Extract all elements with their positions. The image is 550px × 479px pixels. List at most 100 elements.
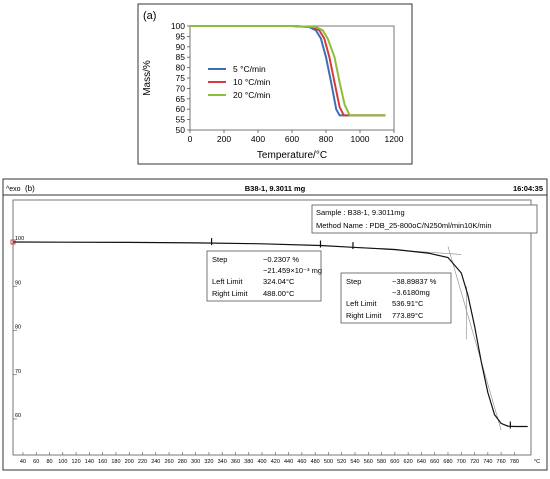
- b-x-tick-label-17: 380: [244, 459, 253, 465]
- b-x-tick-label-34: 720: [470, 459, 479, 465]
- b-x-tick-label-14: 320: [204, 459, 213, 465]
- b-x-tick-label-24: 520: [337, 459, 346, 465]
- b-x-tick-label-33: 700: [457, 459, 466, 465]
- step1-left-value: 324.04°C: [263, 277, 295, 286]
- a-y-tick-label-1: 55: [176, 115, 186, 125]
- panel-a-y-label: Mass/%: [142, 60, 153, 96]
- a-x-tick-label-1: 200: [217, 134, 231, 144]
- panel-b: ^exo (b) B38-1, 9.3011 mg 16:04:35 Sampl…: [2, 178, 548, 471]
- b-x-tick-label-21: 460: [297, 459, 306, 465]
- panel-a-series: [190, 25, 386, 117]
- sample-info-box: [311, 204, 538, 234]
- a-series-line-2: [190, 25, 386, 117]
- step2-label: Step: [346, 277, 361, 286]
- b-x-tick-label-4: 120: [71, 459, 80, 465]
- b-x-tick-label-31: 660: [430, 459, 439, 465]
- b-x-tick-label-0: 40: [20, 459, 26, 465]
- step1-value: −0.2307 %: [263, 255, 299, 264]
- a-legend-label-2: 20 °C/min: [233, 90, 271, 100]
- b-x-tick-label-32: 680: [443, 459, 452, 465]
- b-x-tick-label-18: 400: [257, 459, 266, 465]
- b-y-tick-label-4: 60: [15, 413, 21, 419]
- a-x-tick-label-0: 0: [188, 134, 193, 144]
- a-x-tick-label-2: 400: [251, 134, 265, 144]
- b-x-tick-label-6: 160: [98, 459, 107, 465]
- b-x-tick-label-9: 220: [138, 459, 147, 465]
- panel-a-label: (a): [143, 10, 156, 22]
- b-x-tick-label-16: 360: [231, 459, 240, 465]
- steep-tangent: [447, 246, 502, 431]
- step2-left-label: Left Limit: [346, 299, 377, 308]
- panel-b-series: [12, 241, 528, 428]
- b-x-tick-label-27: 580: [377, 459, 386, 465]
- step1-left-label: Left Limit: [212, 277, 243, 286]
- b-x-tick-label-30: 640: [417, 459, 426, 465]
- a-y-tick-label-2: 60: [176, 104, 186, 114]
- step2-right-label: Right Limit: [346, 311, 382, 320]
- b-x-tick-label-35: 740: [483, 459, 492, 465]
- a-y-tick-label-3: 65: [176, 94, 186, 104]
- b-x-tick-label-2: 80: [46, 459, 52, 465]
- a-x-tick-label-6: 1200: [385, 134, 404, 144]
- b-x-tick-label-8: 200: [125, 459, 134, 465]
- step1-box: [206, 250, 322, 302]
- panel-a: (a) 0 200 400 600 800 1000 1200 50556065707580…: [137, 3, 413, 165]
- a-y-tick-label-8: 90: [176, 42, 186, 52]
- panel-b-header-time: 16:04:35: [513, 184, 543, 193]
- panel-a-legend: 5 °C/min 10 °C/min 20 °C/min: [208, 64, 271, 100]
- a-x-tick-label-3: 600: [285, 134, 299, 144]
- b-x-tick-label-28: 600: [390, 459, 399, 465]
- a-y-tick-label-5: 75: [176, 73, 186, 83]
- panel-b-label: (b): [25, 184, 35, 193]
- step2-right-value: 773.89°C: [392, 311, 424, 320]
- a-x-tick-label-5: 1000: [351, 134, 370, 144]
- b-y-tick-label-0: 100: [15, 236, 24, 242]
- a-y-tick-label-0: 50: [176, 125, 186, 135]
- b-x-tick-label-10: 240: [151, 459, 160, 465]
- b-x-tick-label-19: 420: [271, 459, 280, 465]
- b-x-tick-label-15: 340: [218, 459, 227, 465]
- a-y-tick-label-4: 70: [176, 83, 186, 93]
- panel-a-x-label: Temperature/°C: [257, 150, 327, 161]
- b-x-unit: °C: [534, 459, 540, 465]
- b-series-line: [12, 241, 528, 428]
- panel-a-plot-area: [189, 25, 395, 131]
- b-x-tick-label-22: 480: [311, 459, 320, 465]
- b-x-tick-label-11: 260: [164, 459, 173, 465]
- step2-value: −38.89837 %: [392, 277, 437, 286]
- b-x-tick-label-23: 500: [324, 459, 333, 465]
- panel-b-x-ticks: 40 60 80 100 120 140 160 180 200 220 240 260 280 300 3…: [20, 452, 540, 465]
- a-y-tick-label-9: 95: [176, 31, 186, 41]
- a-y-tick-label-10: 100: [171, 21, 185, 31]
- panel-b-limit-markers: [10, 238, 511, 429]
- panel-a-x-ticks: 0 200 400 600 800 1000 1200: [188, 130, 404, 144]
- b-x-tick-label-3: 100: [58, 459, 67, 465]
- b-x-tick-label-1: 60: [33, 459, 39, 465]
- a-y-tick-label-7: 85: [176, 52, 186, 62]
- step1-right-label: Right Limit: [212, 289, 248, 298]
- b-x-tick-label-25: 540: [350, 459, 359, 465]
- step1-right-value: 488.00°C: [263, 289, 295, 298]
- a-x-tick-label-4: 800: [319, 134, 333, 144]
- b-x-tick-label-13: 300: [191, 459, 200, 465]
- step2-mass: −3.6180mg: [392, 288, 430, 297]
- step2-box: [340, 272, 452, 324]
- a-legend-label-0: 5 °C/min: [233, 64, 266, 74]
- b-x-tick-label-7: 180: [111, 459, 120, 465]
- exo-label: ^exo: [6, 186, 21, 193]
- a-legend-label-1: 10 °C/min: [233, 77, 271, 87]
- b-x-tick-label-20: 440: [284, 459, 293, 465]
- b-x-tick-label-37: 780: [510, 459, 519, 465]
- sample-info-line2: Method Name : PDB_25-800oC/N250ml/min10K…: [316, 221, 492, 230]
- b-y-tick-label-1: 90: [15, 280, 21, 286]
- b-y-tick-label-2: 80: [15, 325, 21, 331]
- b-x-tick-label-36: 760: [497, 459, 506, 465]
- sample-info-line1: Sample : B38-1, 9.3011mg: [316, 208, 405, 217]
- b-x-tick-label-29: 620: [404, 459, 413, 465]
- a-y-tick-label-6: 80: [176, 63, 186, 73]
- b-x-tick-label-5: 140: [85, 459, 94, 465]
- step2-left-value: 536.91°C: [392, 299, 424, 308]
- step1-mass: −21.459×10⁻³ mg: [263, 266, 322, 275]
